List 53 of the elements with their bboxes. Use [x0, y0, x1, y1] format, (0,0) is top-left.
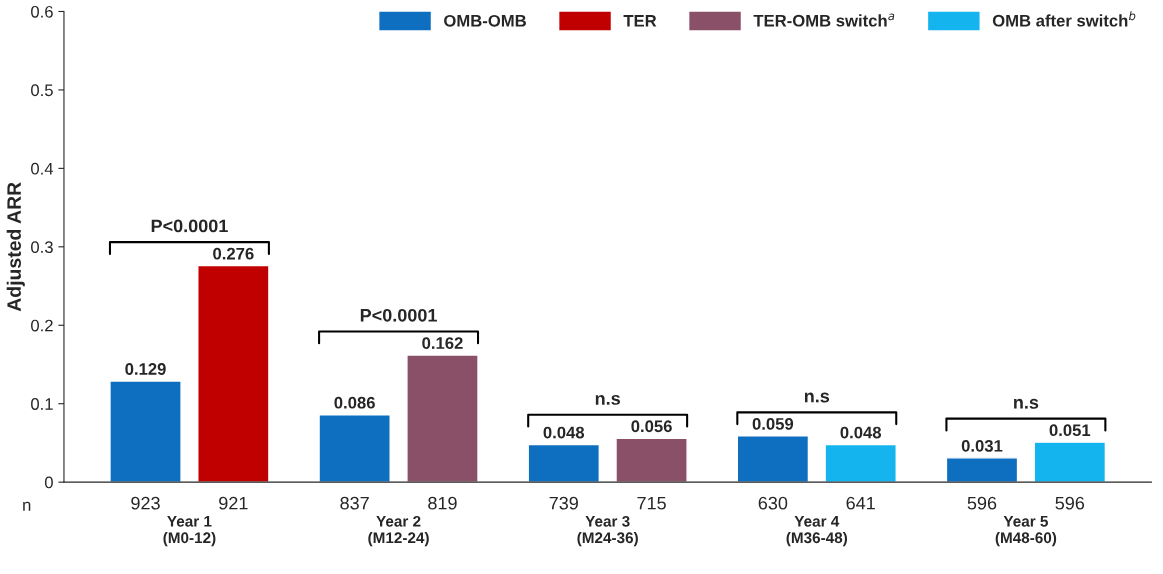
legend-label: TER-OMB switch$^{a}$	[753, 13, 895, 27]
text: 837	[340, 496, 369, 510]
bar	[824, 443, 897, 483]
y-tick-label: 0.2	[31, 319, 53, 332]
bar	[197, 264, 270, 483]
data-label: 0.048	[543, 426, 585, 439]
text: 715	[637, 496, 666, 510]
data-label: 0.162	[422, 337, 463, 349]
x-tick-label: Year 1 (M0-12)	[163, 516, 216, 547]
annotation: n.s	[1014, 398, 1039, 409]
text: 596	[1055, 496, 1085, 510]
data-label: 0.276	[213, 247, 254, 260]
bar	[406, 354, 479, 483]
text: 923	[131, 496, 160, 510]
data-label: 0.059	[752, 418, 794, 430]
annotation: n.s	[804, 392, 830, 403]
y-tick-label: 0	[44, 476, 53, 489]
data-label: 0.129	[125, 363, 166, 375]
bar	[736, 435, 810, 483]
y-tick-label: 0.6	[31, 5, 53, 18]
y-tick-label: 0.4	[31, 162, 54, 175]
data-label: 0.031	[961, 439, 1003, 452]
x-tick-label: Year 3 (M24-36)	[577, 515, 638, 547]
y-tick-label: 0.1	[31, 398, 53, 410]
data-label: 0.086	[334, 396, 375, 409]
text: 641	[846, 496, 875, 510]
legend-label: OMB after switch$^{b}$	[992, 11, 1136, 27]
text: 921	[219, 496, 248, 510]
text: 596	[967, 496, 997, 510]
text: 630	[758, 496, 788, 510]
data-label: 0.048	[840, 426, 882, 439]
text: 739	[549, 496, 578, 510]
x-tick-label: Year 2 (M12-24)	[368, 515, 429, 547]
annotation: P<0.0001	[360, 308, 437, 322]
y-axis-title: Adjusted ARR	[6, 182, 25, 312]
bar	[1033, 441, 1107, 483]
annotation: P<0.0001	[151, 219, 228, 233]
data-label: 0.056	[631, 420, 672, 433]
x-tick-label: Year 4 (M36-48)	[786, 516, 848, 547]
x-tick-label: Year 5 (M48-60)	[995, 516, 1057, 547]
text: 819	[428, 496, 457, 510]
bar	[945, 457, 1019, 483]
bar	[318, 414, 391, 483]
bar	[109, 380, 182, 483]
legend-label: OMB-OMB	[444, 14, 526, 27]
data-label: 0.051	[1049, 424, 1091, 437]
legend-label: TER	[623, 15, 657, 27]
text: n	[23, 501, 31, 511]
bar	[615, 437, 688, 483]
y-tick-label: 0.3	[31, 241, 53, 254]
y-tick-label: 0.5	[31, 84, 53, 97]
bar	[527, 443, 600, 483]
annotation: n.s	[595, 394, 620, 405]
